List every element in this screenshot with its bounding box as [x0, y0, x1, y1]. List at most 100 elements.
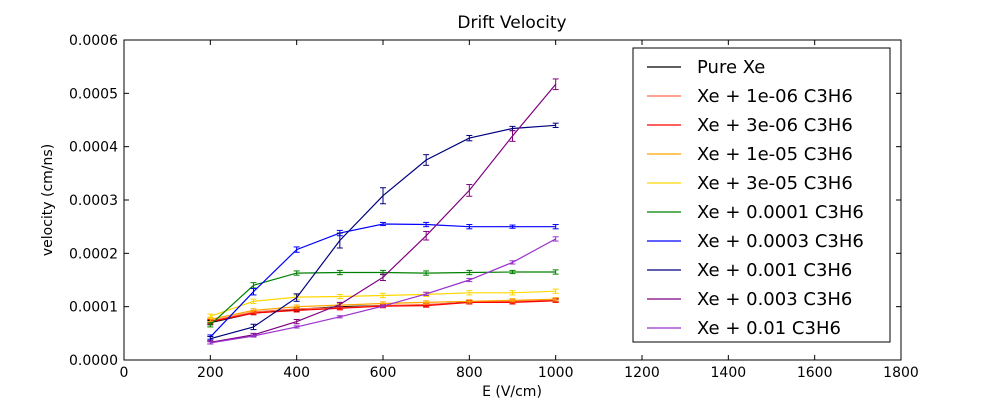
legend-item: Pure Xe: [647, 57, 765, 78]
error-bar: [380, 304, 386, 308]
error-bar: [207, 322, 214, 328]
error-bar: [552, 297, 559, 302]
x-tick-label: 1800: [883, 365, 919, 381]
legend-item: Xe + 0.003 C3H6: [647, 289, 852, 310]
error-bar: [423, 230, 430, 241]
error-bar: [552, 224, 559, 230]
error-bar: [207, 341, 214, 345]
legend-label: Xe + 0.003 C3H6: [697, 289, 852, 310]
error-bar: [250, 282, 257, 289]
legend-label: Pure Xe: [697, 57, 765, 78]
error-bar: [250, 323, 257, 331]
legend-item: Xe + 0.0003 C3H6: [647, 231, 864, 252]
error-bar: [293, 304, 300, 309]
error-bar: [336, 315, 343, 319]
legend-label: Xe + 1e-06 C3H6: [697, 86, 853, 107]
error-bar: [552, 269, 559, 275]
x-tick-label: 1600: [797, 365, 833, 381]
legend-item: Xe + 3e-06 C3H6: [647, 115, 853, 136]
y-tick-label: 0.0003: [69, 193, 118, 209]
error-bar: [509, 269, 516, 275]
error-bar: [423, 300, 430, 305]
x-axis-label: E (V/cm): [482, 384, 542, 400]
error-bar: [336, 232, 343, 249]
y-tick-label: 0.0001: [69, 300, 118, 316]
series-layer: [207, 78, 559, 345]
error-bar: [552, 122, 559, 128]
error-bar: [293, 246, 300, 253]
legend-label: Xe + 1e-05 C3H6: [697, 144, 853, 165]
error-bar: [466, 134, 473, 142]
y-tick-label: 0.0005: [69, 86, 118, 102]
error-bar: [466, 224, 473, 230]
series-3: [207, 297, 559, 323]
x-tick-label: 1400: [711, 365, 747, 381]
legend-label: Xe + 0.0001 C3H6: [697, 202, 864, 223]
legend-item: Xe + 0.0001 C3H6: [647, 202, 864, 223]
chart-title: Drift Velocity: [457, 13, 566, 33]
error-bar: [293, 293, 300, 302]
error-bar: [552, 78, 559, 91]
legend-label: Xe + 0.001 C3H6: [697, 260, 852, 281]
error-bar: [552, 236, 559, 242]
x-tick-label: 1000: [538, 365, 574, 381]
error-bar: [380, 221, 386, 227]
error-bar: [207, 313, 214, 319]
error-bar: [466, 269, 473, 276]
y-axis-label: velocity (cm/ns): [40, 144, 56, 256]
x-tick-label: 200: [197, 365, 224, 381]
legend-label: Xe + 3e-05 C3H6: [697, 173, 853, 194]
error-bar: [293, 308, 300, 313]
series-6: [207, 221, 559, 340]
legend-label: Xe + 0.01 C3H6: [697, 318, 841, 339]
legend-label: Xe + 0.0003 C3H6: [697, 231, 864, 252]
y-tick-label: 0.0004: [69, 140, 118, 156]
legend-item: Xe + 0.001 C3H6: [647, 260, 852, 281]
series-9: [207, 236, 559, 345]
y-tick-label: 0.0006: [69, 33, 118, 49]
series-8: [207, 78, 559, 345]
x-axis: 0 200 400 600 800 1000 1200 1400 1600 1800: [120, 40, 919, 381]
error-bar: [336, 301, 343, 308]
error-bar: [509, 130, 516, 142]
legend: Pure Xe Xe + 1e-06 C3H6 Xe + 3e-06 C3H6 Xe …: [632, 47, 891, 343]
error-bar: [423, 221, 430, 228]
legend-item: Xe + 1e-05 C3H6: [647, 144, 853, 165]
error-bar: [423, 270, 430, 276]
legend-item: Xe + 1e-06 C3H6: [647, 86, 853, 107]
error-bar: [509, 290, 516, 296]
series-5: [207, 269, 559, 328]
series-7: [207, 122, 559, 342]
error-bar: [293, 270, 300, 276]
error-bar: [466, 299, 473, 304]
error-bar: [380, 292, 386, 299]
legend-item: Xe + 0.01 C3H6: [647, 318, 841, 339]
y-tick-label: 0.0000: [69, 353, 118, 369]
error-bar: [250, 298, 257, 304]
x-tick-label: 0: [120, 365, 129, 381]
x-tick-label: 1200: [624, 365, 660, 381]
error-bar: [423, 291, 430, 296]
x-tick-label: 600: [370, 365, 397, 381]
error-bar: [380, 273, 386, 282]
error-bar: [509, 260, 516, 265]
legend-label: Xe + 3e-06 C3H6: [697, 115, 853, 136]
x-tick-label: 400: [283, 365, 310, 381]
error-bar: [552, 288, 559, 294]
error-bar: [466, 184, 473, 197]
y-axis: 0.0000 0.0001 0.0002 0.0003 0.0004 0.0005 0.00…: [69, 33, 901, 369]
legend-box: [632, 47, 891, 343]
error-bar: [250, 334, 257, 338]
error-bar: [466, 290, 473, 296]
error-bar: [250, 288, 257, 296]
error-bar: [293, 318, 300, 325]
error-bar: [336, 293, 343, 300]
legend-item: Xe + 3e-05 C3H6: [647, 173, 853, 194]
error-bar: [423, 154, 430, 166]
error-bar: [250, 308, 257, 313]
error-bar: [380, 187, 386, 205]
error-bar: [466, 277, 473, 283]
error-bar: [336, 269, 343, 276]
error-bar: [509, 224, 516, 229]
